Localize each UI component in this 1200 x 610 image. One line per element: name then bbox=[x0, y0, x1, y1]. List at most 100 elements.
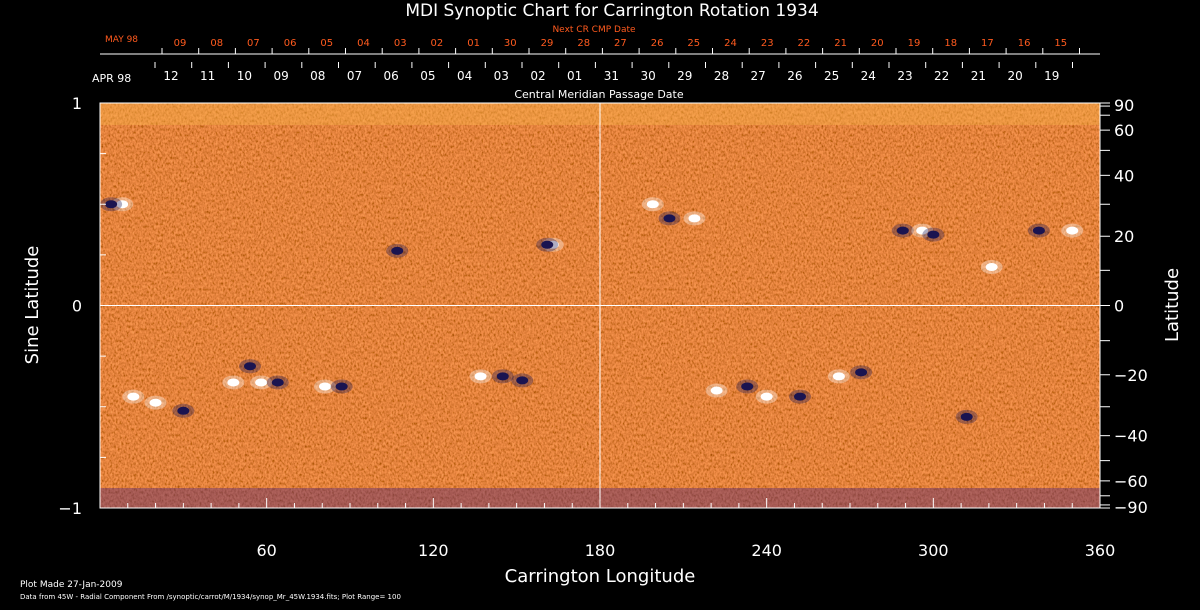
top-axis-2-day: 19 bbox=[1044, 69, 1059, 83]
top-axis-2-day: 04 bbox=[457, 69, 472, 83]
x-tick-label: 360 bbox=[1085, 541, 1116, 560]
top-axis-1-day: 03 bbox=[394, 38, 407, 49]
y-axis-left-label: Sine Latitude bbox=[22, 246, 43, 365]
top-axis-1-day: 15 bbox=[1054, 38, 1067, 49]
top-axis-2-day: 27 bbox=[751, 69, 766, 83]
plot-made-note: Plot Made 27-Jan-2009 bbox=[20, 580, 123, 590]
active-region bbox=[710, 386, 723, 395]
top-axis-1-day: 17 bbox=[981, 38, 994, 49]
top-axis-1-day: 25 bbox=[687, 38, 700, 49]
active-region bbox=[474, 372, 487, 381]
top-axis-2-day: 24 bbox=[861, 69, 876, 83]
top-axis-2-day: 01 bbox=[567, 69, 582, 83]
y-right-tick-label: 60 bbox=[1114, 121, 1134, 140]
top-axis-1-day: 23 bbox=[761, 38, 774, 49]
y-left-tick-label: 0 bbox=[72, 297, 82, 316]
active-region bbox=[244, 362, 256, 371]
top-axis-2-day: 03 bbox=[494, 69, 509, 83]
active-region bbox=[271, 378, 284, 387]
x-tick-label: 240 bbox=[751, 541, 782, 560]
top-axis-1-day: 18 bbox=[944, 38, 957, 49]
active-region bbox=[927, 230, 940, 239]
chart-title: MDI Synoptic Chart for Carrington Rotati… bbox=[405, 1, 818, 21]
top-axis-1-day: 21 bbox=[834, 38, 847, 49]
top-axis-1-day: 26 bbox=[651, 38, 664, 49]
top-axis-2-day: 29 bbox=[677, 69, 692, 83]
active-region bbox=[227, 378, 240, 387]
active-region bbox=[149, 398, 162, 407]
top-axis-1-day: 27 bbox=[614, 38, 627, 49]
active-region bbox=[688, 214, 701, 223]
x-tick-label: 120 bbox=[418, 541, 449, 560]
top-axis-2-day: 23 bbox=[897, 69, 912, 83]
top-axis-1-day: 28 bbox=[577, 38, 590, 49]
x-tick-label: 180 bbox=[585, 541, 616, 560]
top-axis-2-day: 08 bbox=[310, 69, 325, 83]
y-right-tick-label: −90 bbox=[1114, 498, 1148, 517]
y-left-tick-label: −1 bbox=[58, 499, 82, 518]
active-region bbox=[255, 378, 268, 387]
top-axis-2-day: 07 bbox=[347, 69, 362, 83]
top-axis-1-day: 22 bbox=[798, 38, 811, 49]
top-axis-1-day: 24 bbox=[724, 38, 737, 49]
x-axis-label: Carrington Longitude bbox=[505, 566, 696, 587]
top-axis-1-day: 06 bbox=[284, 38, 297, 49]
top-axis-2-day: 21 bbox=[971, 69, 986, 83]
top-axis-2-day: 30 bbox=[640, 69, 655, 83]
top-axis-1-day: 30 bbox=[504, 38, 517, 49]
top-axis-1-day: 07 bbox=[247, 38, 260, 49]
active-region bbox=[335, 382, 348, 391]
top-axis-1-month: MAY 98 bbox=[105, 35, 138, 45]
top-axis-2-day: 06 bbox=[384, 69, 399, 83]
y-right-tick-label: −40 bbox=[1114, 427, 1148, 446]
ticks: 60 120 180 240 300 36010−1906040200−20−40−60−… bbox=[58, 38, 1147, 560]
active-region bbox=[127, 392, 140, 401]
active-region bbox=[985, 263, 998, 272]
top-axis-1-day: 04 bbox=[357, 38, 370, 49]
active-region bbox=[760, 392, 773, 401]
y-right-tick-label: 0 bbox=[1114, 297, 1124, 316]
active-region bbox=[663, 214, 676, 223]
top-axis-1-day: 08 bbox=[210, 38, 223, 49]
active-region bbox=[116, 200, 129, 209]
active-region bbox=[794, 392, 806, 401]
y-right-tick-label: −20 bbox=[1114, 366, 1148, 385]
active-region bbox=[541, 240, 554, 249]
x-tick-label: 300 bbox=[918, 541, 949, 560]
active-region bbox=[391, 246, 404, 255]
top-axis-2-day: 25 bbox=[824, 69, 839, 83]
top-axis-1-day: 01 bbox=[467, 38, 480, 49]
y-right-tick-label: 90 bbox=[1114, 96, 1134, 115]
active-region bbox=[960, 412, 973, 421]
active-region bbox=[646, 200, 659, 209]
data-source-note: Data from 45W - Radial Component From /s… bbox=[20, 593, 401, 601]
top-axis-2-day: 26 bbox=[787, 69, 802, 83]
top-axis-2-day: 05 bbox=[420, 69, 435, 83]
top-axis-2-day: 10 bbox=[237, 69, 252, 83]
top-axis-1-day: 19 bbox=[908, 38, 921, 49]
active-region bbox=[496, 372, 509, 381]
x-tick-label: 60 bbox=[256, 541, 276, 560]
y-left-tick-label: 1 bbox=[72, 94, 82, 113]
top-axis-2-day: 12 bbox=[163, 69, 178, 83]
top-axis-2-day: 09 bbox=[273, 69, 288, 83]
top-axis-2-day: 20 bbox=[1007, 69, 1022, 83]
top-axis-1-title: Next CR CMP Date bbox=[552, 25, 636, 35]
top-axis-2-day: 11 bbox=[200, 69, 215, 83]
top-axis-2-title: Central Meridian Passage Date bbox=[514, 88, 683, 101]
active-region bbox=[516, 376, 529, 385]
active-region bbox=[319, 382, 331, 391]
top-axis-1-day: 29 bbox=[541, 38, 554, 49]
active-region bbox=[1032, 226, 1045, 235]
active-region bbox=[177, 406, 190, 415]
y-axis-right-label: Latitude bbox=[1162, 268, 1183, 342]
active-region bbox=[896, 226, 909, 235]
top-axis-2-day: 02 bbox=[530, 69, 545, 83]
top-axis-1-day: 09 bbox=[174, 38, 187, 49]
y-right-tick-label: 40 bbox=[1114, 166, 1134, 185]
top-axis-1-day: 02 bbox=[431, 38, 444, 49]
top-axis-1-day: 16 bbox=[1018, 38, 1031, 49]
active-regions bbox=[100, 197, 1084, 424]
active-region bbox=[832, 372, 845, 381]
